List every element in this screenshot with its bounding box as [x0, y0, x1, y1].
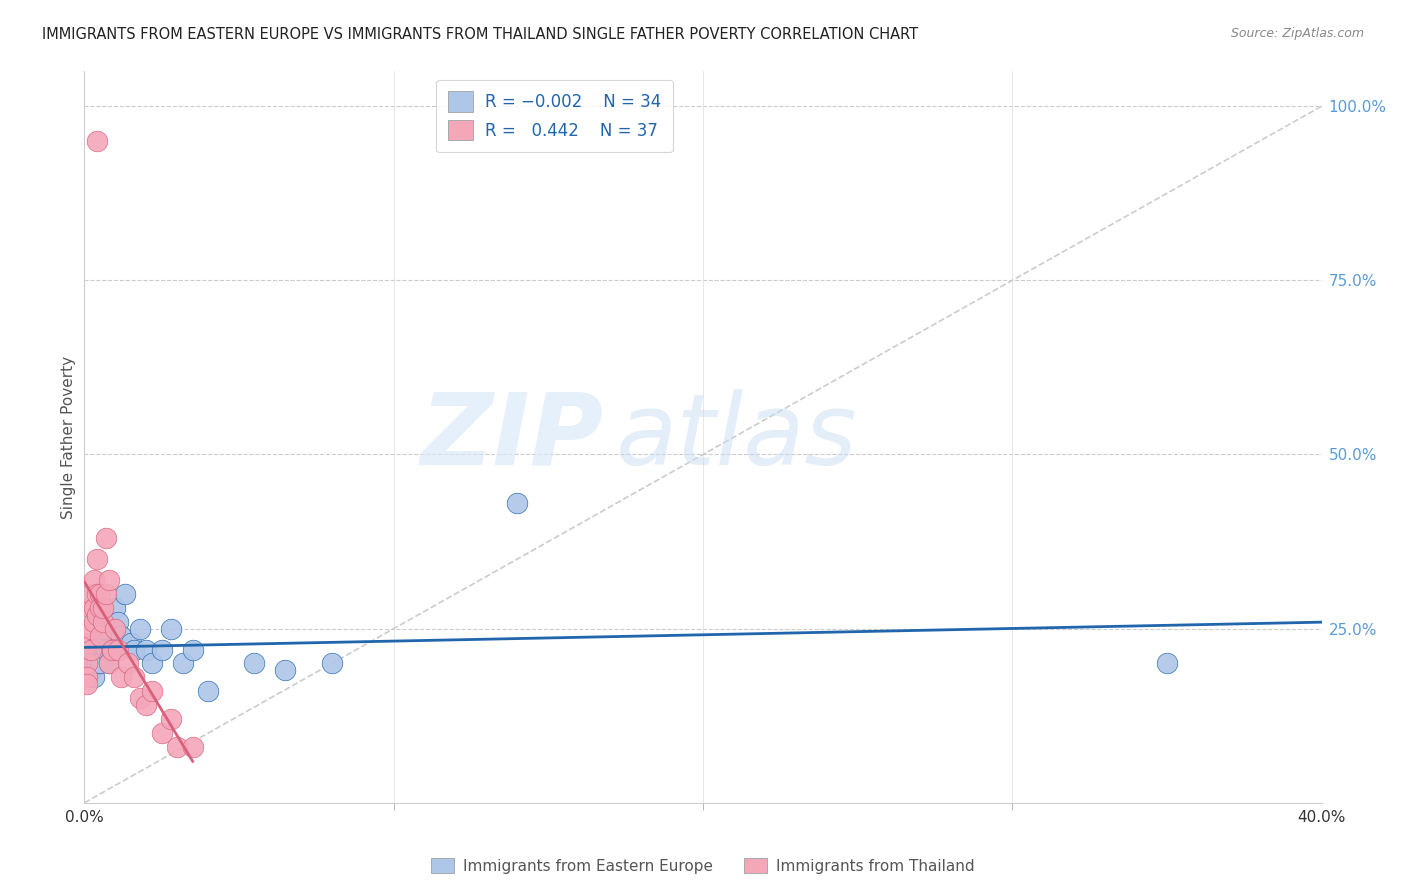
Point: [91, 600, 114, 615]
Point: [83, 657, 105, 671]
Text: ZIP: ZIP: [420, 389, 605, 485]
Point: [79, 642, 101, 657]
Point: [94, 642, 117, 657]
Text: Source: ZipAtlas.com: Source: ZipAtlas.com: [1230, 27, 1364, 40]
Point: [172, 657, 194, 671]
Legend: R = −0.002    N = 34, R =   0.442    N = 37: R = −0.002 N = 34, R = 0.442 N = 37: [436, 79, 672, 152]
Point: [160, 622, 183, 636]
Point: [110, 629, 132, 643]
Point: [135, 642, 157, 657]
Point: [122, 670, 145, 684]
Point: [135, 698, 157, 713]
Point: [120, 635, 142, 649]
Point: [86, 657, 108, 671]
Point: [86, 587, 108, 601]
Point: [107, 642, 129, 657]
Point: [197, 684, 219, 698]
Text: atlas: atlas: [616, 389, 858, 485]
Point: [141, 657, 163, 671]
Point: [117, 657, 139, 671]
Point: [141, 684, 163, 698]
Point: [321, 657, 343, 671]
Point: [243, 657, 266, 671]
Point: [150, 642, 173, 657]
Point: [91, 600, 114, 615]
Point: [91, 622, 114, 636]
Point: [89, 657, 111, 671]
Point: [86, 552, 108, 566]
Point: [76, 635, 98, 649]
Point: [86, 134, 108, 148]
Point: [83, 600, 105, 615]
Point: [129, 622, 152, 636]
Point: [79, 664, 101, 678]
Point: [166, 740, 188, 755]
Point: [94, 587, 117, 601]
Point: [104, 600, 127, 615]
Point: [94, 531, 117, 545]
Point: [79, 587, 101, 601]
Point: [76, 670, 98, 684]
Point: [98, 573, 121, 587]
Point: [79, 642, 101, 657]
Point: [114, 587, 136, 601]
Point: [104, 622, 127, 636]
Point: [122, 642, 145, 657]
Point: [98, 657, 121, 671]
Point: [274, 664, 297, 678]
Point: [110, 670, 132, 684]
Point: [89, 629, 111, 643]
Point: [107, 615, 129, 629]
Point: [79, 600, 101, 615]
Point: [1156, 657, 1178, 671]
Point: [160, 712, 183, 726]
Point: [83, 615, 105, 629]
Point: [79, 622, 101, 636]
Point: [76, 677, 98, 691]
Point: [181, 642, 204, 657]
Point: [101, 642, 124, 657]
Point: [76, 657, 98, 671]
Point: [86, 607, 108, 622]
Point: [89, 600, 111, 615]
Point: [150, 726, 173, 740]
Point: [89, 587, 111, 601]
Text: IMMIGRANTS FROM EASTERN EUROPE VS IMMIGRANTS FROM THAILAND SINGLE FATHER POVERTY: IMMIGRANTS FROM EASTERN EUROPE VS IMMIGR…: [42, 27, 918, 42]
Point: [76, 657, 98, 671]
Point: [129, 691, 152, 706]
Point: [506, 496, 529, 510]
Point: [98, 657, 121, 671]
Point: [101, 642, 124, 657]
Legend: Immigrants from Eastern Europe, Immigrants from Thailand: Immigrants from Eastern Europe, Immigran…: [425, 852, 981, 880]
Point: [76, 649, 98, 664]
Point: [91, 615, 114, 629]
Point: [89, 635, 111, 649]
Point: [83, 573, 105, 587]
Point: [86, 649, 108, 664]
Point: [83, 670, 105, 684]
Y-axis label: Single Father Poverty: Single Father Poverty: [60, 356, 76, 518]
Point: [181, 740, 204, 755]
